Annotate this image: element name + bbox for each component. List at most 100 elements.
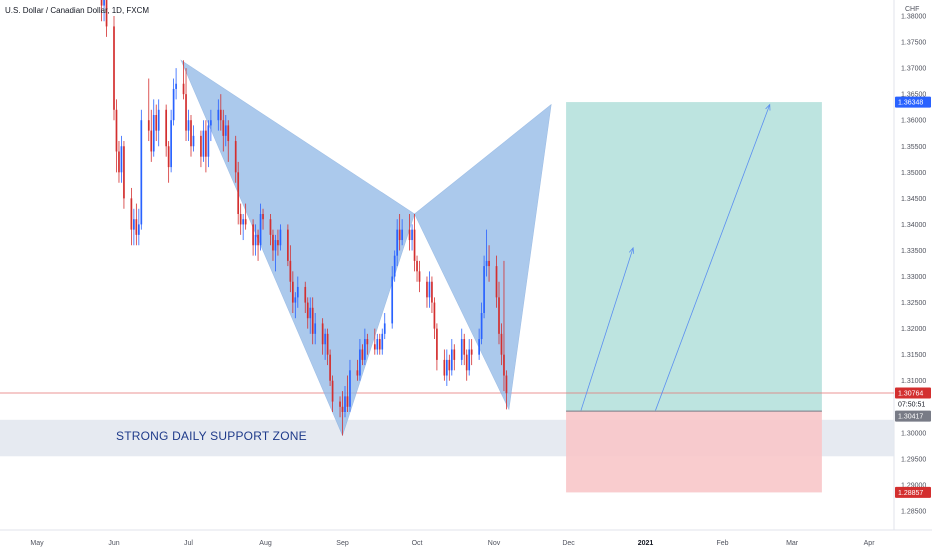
candle-body (480, 313, 483, 340)
candle (167, 141, 170, 183)
candle-body (309, 307, 312, 319)
candle (398, 214, 401, 251)
arrows-layer[interactable] (580, 103, 771, 411)
target-zone[interactable] (566, 102, 822, 412)
candle-body (205, 130, 207, 157)
pattern-triangle-bcd[interactable] (414, 103, 552, 411)
candle-body (187, 120, 190, 131)
price-tick-label: 1.34000 (901, 222, 926, 229)
time-axis[interactable]: May Jun Jul Aug Sep Oct Nov Dec 2021 Feb Mar Apr (30, 540, 875, 547)
candle (224, 115, 227, 147)
candle (393, 250, 396, 282)
candle-body (398, 229, 401, 241)
time-tick-label: 2021 (638, 540, 654, 547)
candle-body (341, 406, 344, 412)
price-tick-label: 1.37500 (901, 40, 926, 47)
countdown-tag-text: 07:50:51 (898, 402, 925, 409)
price-tick-label: 1.29500 (901, 456, 926, 463)
stop-price-tag: 1.28857 (895, 486, 931, 498)
harmonic-pattern[interactable] (180, 59, 552, 437)
candle (120, 135, 123, 183)
candle (356, 359, 359, 381)
candle-body (339, 401, 341, 407)
price-tick-label: 1.35000 (901, 170, 926, 177)
candle (205, 120, 207, 173)
candle (349, 359, 351, 412)
candle-body (237, 172, 240, 214)
candle-body (321, 323, 324, 345)
candle-body (155, 115, 158, 131)
candle-body (483, 266, 485, 313)
candle (165, 104, 168, 157)
candle (500, 323, 503, 366)
candle (137, 208, 140, 246)
price-tick-label: 1.32000 (901, 326, 926, 333)
candle (498, 281, 500, 345)
candle (416, 255, 418, 282)
candle-body (137, 224, 140, 235)
candle-body (217, 109, 220, 121)
pattern-triangle-xab[interactable] (180, 59, 415, 437)
time-tick-label: Nov (488, 540, 501, 547)
candle (291, 271, 294, 313)
candle-body (227, 125, 230, 142)
candle-body (378, 339, 381, 350)
candle-body (219, 109, 222, 121)
candle-body (252, 224, 254, 246)
candle-body (470, 349, 473, 355)
candle (396, 219, 399, 267)
support-zone-label[interactable]: STRONG DAILY SUPPORT ZONE (116, 429, 307, 443)
candle (478, 328, 480, 360)
candle-body (393, 255, 396, 277)
time-tick-label: Apr (864, 540, 876, 547)
candle-body (381, 333, 384, 350)
trend-arrow[interactable] (655, 103, 771, 411)
candle-body (311, 307, 314, 334)
price-axis[interactable]: 1.38000 1.37500 1.37000 1.36500 1.36000 1.355… (901, 14, 926, 516)
candle (269, 214, 272, 246)
candle (304, 281, 307, 313)
candle-body (182, 83, 185, 95)
candle-body (445, 359, 448, 376)
candle (485, 229, 488, 277)
candle (296, 276, 299, 308)
price-tick-label: 1.33000 (901, 274, 926, 281)
candle (147, 78, 150, 142)
candle (259, 203, 262, 251)
entry-price-tag: 1.30417 (895, 410, 931, 422)
candle-body (120, 146, 123, 173)
candle-body (376, 339, 379, 350)
stop-zone[interactable] (566, 411, 822, 493)
candle-body (296, 286, 299, 298)
candle (448, 354, 451, 381)
candle (118, 141, 120, 183)
candle-body (344, 396, 346, 412)
candle (445, 349, 448, 386)
candle-body (453, 349, 456, 360)
candle (187, 109, 190, 142)
candle-body (418, 271, 421, 282)
candle (381, 328, 384, 355)
candle (413, 214, 416, 272)
candle (277, 229, 279, 256)
candle (219, 94, 222, 131)
trend-arrow[interactable] (580, 246, 635, 411)
candle-body (306, 302, 309, 319)
symbol-title[interactable]: U.S. Dollar / Canadian Dollar, 1D, FXCM (5, 6, 150, 15)
candle-body (277, 240, 279, 246)
candle (227, 120, 230, 162)
candle-body (207, 125, 210, 157)
candle (222, 109, 225, 152)
candle-body (364, 339, 366, 360)
candle-body (416, 260, 418, 272)
price-tags: 1.36348 1.30764 07:50:51 1.30417 1.28857 (895, 96, 931, 498)
candle (378, 333, 381, 355)
candle-body (443, 359, 446, 376)
candle (339, 396, 341, 418)
price-tick-label: 1.30000 (901, 430, 926, 437)
candle (289, 245, 292, 293)
candle-body (190, 120, 192, 147)
candle (503, 260, 505, 392)
candle (252, 219, 254, 256)
